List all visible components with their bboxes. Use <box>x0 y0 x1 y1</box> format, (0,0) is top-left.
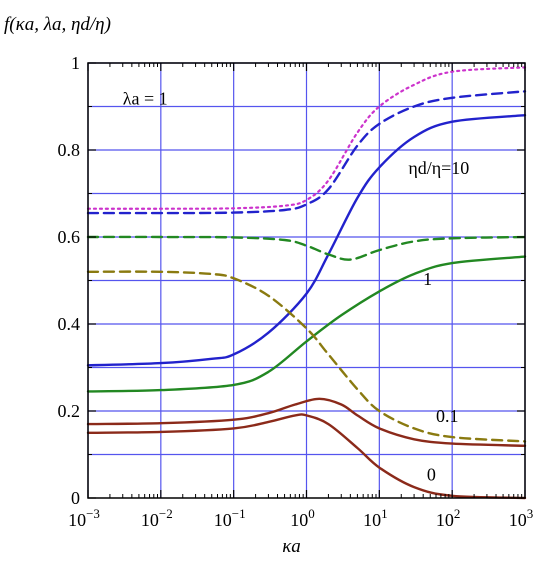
annotations: λa = 1 ηd/η=10 1 0.1 0 <box>123 88 470 484</box>
series-line-solid <box>86 397 527 447</box>
series-line-solid <box>86 114 527 367</box>
x-tick-label: 102 <box>436 506 461 530</box>
x-tick-label: 101 <box>363 506 388 530</box>
series-line-solid <box>86 255 527 393</box>
y-tick-label: 0 <box>71 488 80 508</box>
annotation-label: 0.1 <box>436 406 459 426</box>
series-line-solid <box>86 413 527 500</box>
x-tick-label: 10−1 <box>214 506 246 530</box>
annotation-label: 0 <box>427 465 436 485</box>
series-line-dashed <box>86 90 527 215</box>
series-line-dashed <box>86 235 527 261</box>
annotation-label: ηd/η=10 <box>408 158 469 178</box>
y-tick-label: 0.6 <box>58 227 81 247</box>
y-tick-label: 0.8 <box>58 140 81 160</box>
ticks: 10−3 10−2 10−1 100 101 102 103 0 0.2 0.4 0.6 0.8 1 <box>58 53 534 530</box>
x-tick-label: 103 <box>509 506 534 530</box>
series-line-dashed <box>86 270 527 443</box>
y-axis-label: f(κa, λa, ηd/η) <box>4 14 111 35</box>
x-tick-label: 10−3 <box>68 506 100 530</box>
y-tick-label: 0.4 <box>58 314 81 334</box>
x-tick-label: 10−2 <box>141 506 173 530</box>
x-tick-label: 100 <box>290 506 315 530</box>
y-tick-label: 0.2 <box>58 401 81 421</box>
series-line-dotted <box>86 66 527 210</box>
y-tick-label: 1 <box>71 53 80 73</box>
series-layer <box>86 66 527 500</box>
x-axis-label: κa <box>282 536 301 557</box>
annotation-label: λa = 1 <box>123 88 168 108</box>
annotation-label: 1 <box>423 269 432 289</box>
